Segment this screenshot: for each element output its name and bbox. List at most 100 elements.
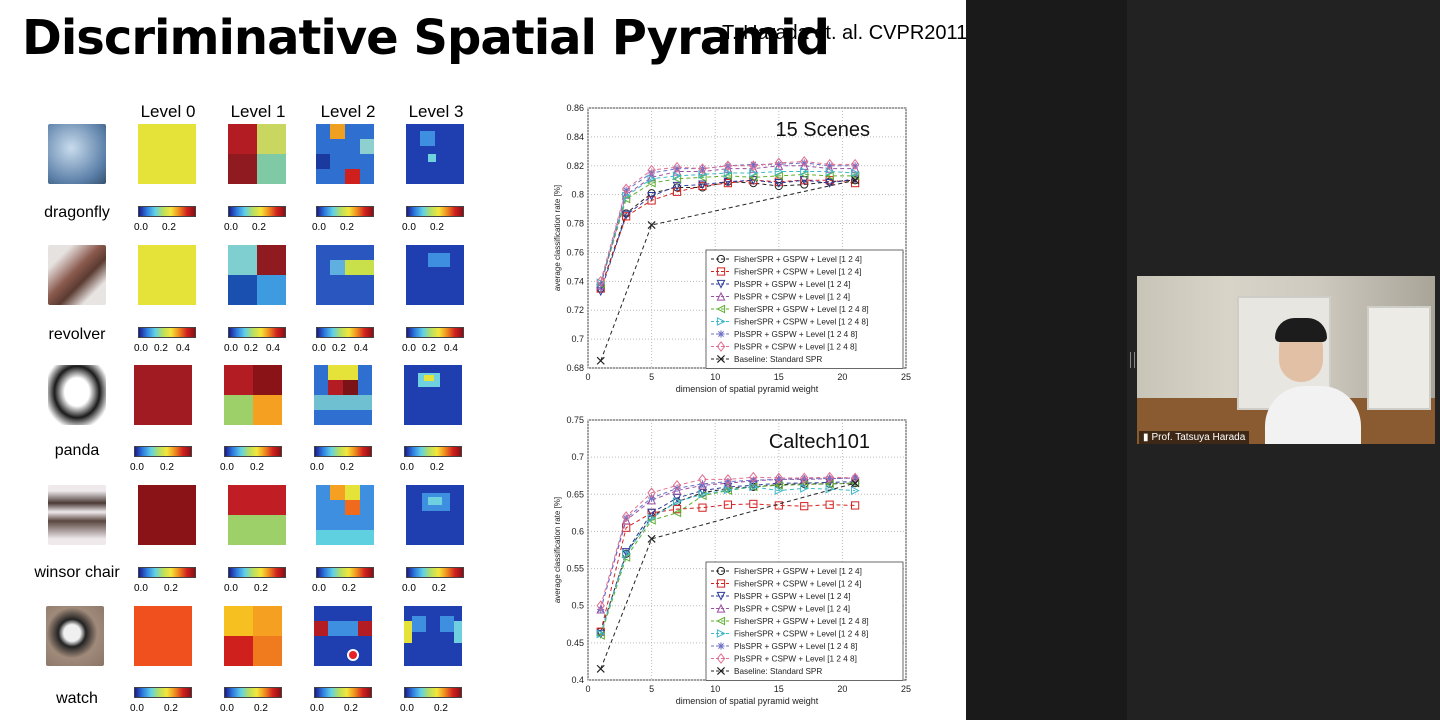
data-point bbox=[596, 629, 606, 639]
dragonfly-level3-map bbox=[406, 124, 464, 184]
series-line bbox=[600, 482, 856, 636]
colorbar-tick: 0.0 bbox=[400, 462, 414, 473]
data-point bbox=[749, 476, 757, 484]
video-resize-handle[interactable] bbox=[1130, 352, 1135, 368]
colorbar-tick: 0.0 bbox=[310, 462, 324, 473]
data-point bbox=[698, 163, 707, 175]
y-tick-label: 0.45 bbox=[566, 638, 584, 648]
y-tick-label: 0.8 bbox=[571, 190, 584, 200]
dragonfly-image bbox=[48, 124, 106, 184]
data-point bbox=[716, 579, 726, 588]
colorbar bbox=[406, 206, 464, 217]
data-point bbox=[716, 653, 726, 664]
watch-level0-map bbox=[134, 606, 192, 666]
data-point bbox=[716, 354, 726, 364]
level-header-3: Level 3 bbox=[408, 102, 464, 121]
x-tick-label: 25 bbox=[901, 372, 911, 382]
data-point bbox=[698, 181, 707, 191]
data-point bbox=[825, 500, 834, 509]
x-tick-label: 5 bbox=[649, 372, 654, 382]
colorbar bbox=[138, 567, 196, 578]
y-tick-label: 0.76 bbox=[566, 247, 584, 257]
x-tick-label: 20 bbox=[837, 372, 847, 382]
data-point bbox=[647, 174, 657, 184]
x-tick-label: 10 bbox=[710, 684, 720, 694]
data-point bbox=[647, 508, 657, 518]
data-point bbox=[800, 180, 809, 189]
colorbar-tick: 0.2 bbox=[250, 462, 264, 473]
participant-video[interactable] bbox=[1137, 276, 1435, 444]
y-axis-label: average classification rate [%] bbox=[553, 497, 562, 603]
legend-entry: PlsSPR + CSPW + Level [1 2 4 8] bbox=[711, 653, 857, 664]
y-tick-label: 0.7 bbox=[571, 452, 584, 462]
slide-title: Discriminative Spatial Pyramid bbox=[22, 10, 830, 66]
data-point bbox=[716, 291, 726, 301]
colorbar-tick: 0.0 bbox=[402, 343, 416, 354]
x-tick-label: 15 bbox=[774, 684, 784, 694]
legend-label: FisherSPR + GSPW + Level [1 2 4 8] bbox=[734, 305, 869, 314]
data-point bbox=[672, 166, 682, 176]
colorbar-tick: 0.2 bbox=[164, 703, 178, 714]
colorbar-tick: 0.0 bbox=[130, 462, 144, 473]
data-point bbox=[698, 474, 707, 485]
winsor-chair-level3-map bbox=[406, 485, 464, 545]
revolver-level2-map bbox=[316, 245, 374, 305]
legend-label: FisherSPR + CSPW + Level [1 2 4 8] bbox=[734, 630, 868, 639]
data-point bbox=[800, 159, 808, 167]
slide-citation: T. Harada et. al. CVPR2011 bbox=[722, 22, 966, 44]
data-point bbox=[825, 179, 835, 188]
data-point bbox=[851, 479, 860, 488]
colorbar bbox=[224, 446, 282, 457]
series-baseline-standard-spr bbox=[596, 176, 860, 365]
x-tick-label: 0 bbox=[585, 684, 590, 694]
panda-level2-map bbox=[314, 365, 372, 425]
data-point bbox=[597, 280, 605, 288]
data-point bbox=[774, 157, 784, 169]
series-plsspr-cspw-level-1-2-4-8- bbox=[596, 471, 860, 612]
panda-level3-map bbox=[404, 365, 462, 425]
legend-label: PlsSPR + GSPW + Level [1 2 4 8] bbox=[734, 642, 857, 651]
data-point bbox=[716, 616, 726, 626]
data-point bbox=[723, 485, 733, 495]
data-point bbox=[672, 187, 682, 196]
data-point bbox=[698, 489, 708, 499]
series-line bbox=[600, 179, 856, 361]
data-point bbox=[698, 180, 707, 190]
legend-entry: PlsSPR + CSPW + Level [1 2 4 8] bbox=[711, 341, 857, 352]
x-tick-label: 5 bbox=[649, 684, 654, 694]
y-tick-label: 0.6 bbox=[571, 526, 584, 536]
dragonfly-level1-map bbox=[228, 124, 286, 184]
data-point bbox=[850, 171, 860, 181]
data-point bbox=[621, 548, 631, 557]
legend-label: FisherSPR + GSPW + Level [1 2 4 8] bbox=[734, 617, 869, 626]
data-point bbox=[749, 168, 759, 178]
legend-entry: FisherSPR + CSPW + Level [1 2 4] bbox=[711, 267, 861, 277]
colorbar bbox=[228, 327, 286, 338]
colorbar-tick: 0.4 bbox=[176, 343, 190, 354]
colorbar-tick: 0.2 bbox=[254, 703, 268, 714]
series-line bbox=[600, 165, 856, 286]
colorbar-tick: 0.2 bbox=[430, 222, 444, 233]
legend-entry: FisherSPR + GSPW + Level [1 2 4 8] bbox=[711, 304, 869, 314]
colorbar bbox=[228, 206, 286, 217]
winsor-chair-level2-map bbox=[316, 485, 374, 545]
legend-label: FisherSPR + CSPW + Level [1 2 4] bbox=[734, 268, 861, 277]
colorbar-tick: 0.0 bbox=[312, 343, 326, 354]
colorbar-tick: 0.0 bbox=[312, 222, 326, 233]
colorbar-tick: 0.2 bbox=[432, 583, 446, 594]
data-point bbox=[596, 275, 605, 287]
colorbar-tick: 0.4 bbox=[266, 343, 280, 354]
series-line bbox=[600, 503, 856, 632]
x-tick-label: 20 bbox=[837, 684, 847, 694]
legend-label: PlsSPR + CSPW + Level [1 2 4 8] bbox=[734, 655, 857, 664]
series-fisherspr-cspw-level-1-2-4-8- bbox=[596, 482, 860, 639]
colorbar bbox=[138, 206, 196, 217]
row-label-watch: watch bbox=[56, 690, 98, 707]
data-point bbox=[647, 192, 657, 201]
data-point bbox=[621, 183, 631, 195]
legend-label: FisherSPR + GSPW + Level [1 2 4] bbox=[734, 255, 862, 264]
data-point bbox=[647, 220, 656, 230]
data-point bbox=[826, 475, 834, 483]
colorbar-tick: 0.2 bbox=[434, 703, 448, 714]
data-point bbox=[672, 508, 682, 518]
